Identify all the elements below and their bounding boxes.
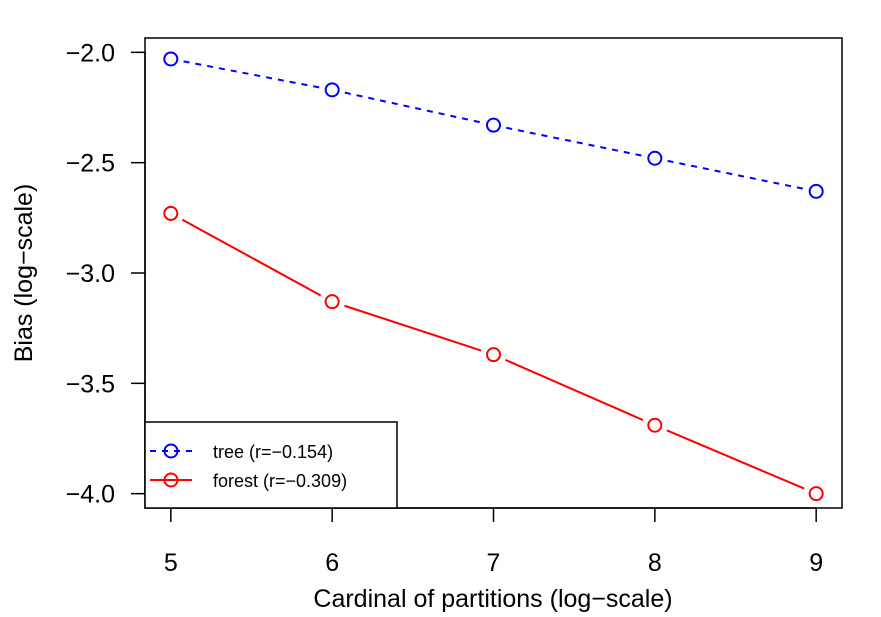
legend-forest-label: forest (r=−0.309): [213, 471, 347, 491]
y-tick-label: −4.0: [66, 481, 115, 509]
x-tick-label: 5: [164, 549, 178, 577]
series-tree-segment: [506, 126, 643, 157]
x-axis: 5 6 7 8 9: [164, 507, 823, 577]
series-tree-segment: [183, 60, 320, 89]
y-tick-label: −3.5: [66, 370, 115, 398]
series-forest-segment: [344, 304, 482, 352]
x-axis-title: Cardinal of partitions (log−scale): [313, 585, 672, 613]
series-forest-point: [808, 486, 824, 502]
series-tree-point: [486, 117, 501, 133]
series-forest-point: [324, 294, 340, 310]
x-tick-label: 8: [648, 549, 662, 577]
series-tree-point: [324, 82, 340, 98]
x-tick-label: 6: [325, 549, 339, 577]
series-forest-point: [163, 205, 179, 221]
series-tree-point: [163, 51, 179, 67]
y-tick-label: −3.0: [66, 260, 115, 288]
y-axis: −2.0 −2.5 −3.0 −3.5 −4.0: [66, 39, 146, 509]
series-forest: [163, 205, 824, 502]
series-forest-segment: [666, 429, 805, 490]
legend-tree-label: tree (r=−0.154): [213, 442, 333, 462]
legend-box: [144, 421, 398, 509]
series-forest-segment: [181, 218, 322, 297]
series-forest-point: [486, 347, 501, 363]
x-tick-label: 7: [487, 549, 501, 577]
series-forest-point: [647, 417, 663, 433]
series-layer: [163, 51, 824, 502]
y-axis-title: Bias (log−scale): [10, 184, 38, 363]
series-tree-segment: [344, 91, 482, 124]
y-tick-label: −2.5: [66, 150, 115, 178]
series-tree: [163, 51, 824, 199]
series-tree-segment: [667, 159, 804, 190]
series-tree-point: [808, 183, 824, 199]
y-tick-label: −2.0: [66, 39, 115, 67]
x-tick-label: 9: [809, 549, 823, 577]
series-forest-segment: [505, 358, 644, 421]
legend: tree (r=−0.154) forest (r=−0.309): [144, 421, 398, 509]
series-tree-point: [647, 150, 663, 166]
legend-forest-marker: [163, 472, 179, 488]
legend-tree-marker: [163, 443, 179, 459]
